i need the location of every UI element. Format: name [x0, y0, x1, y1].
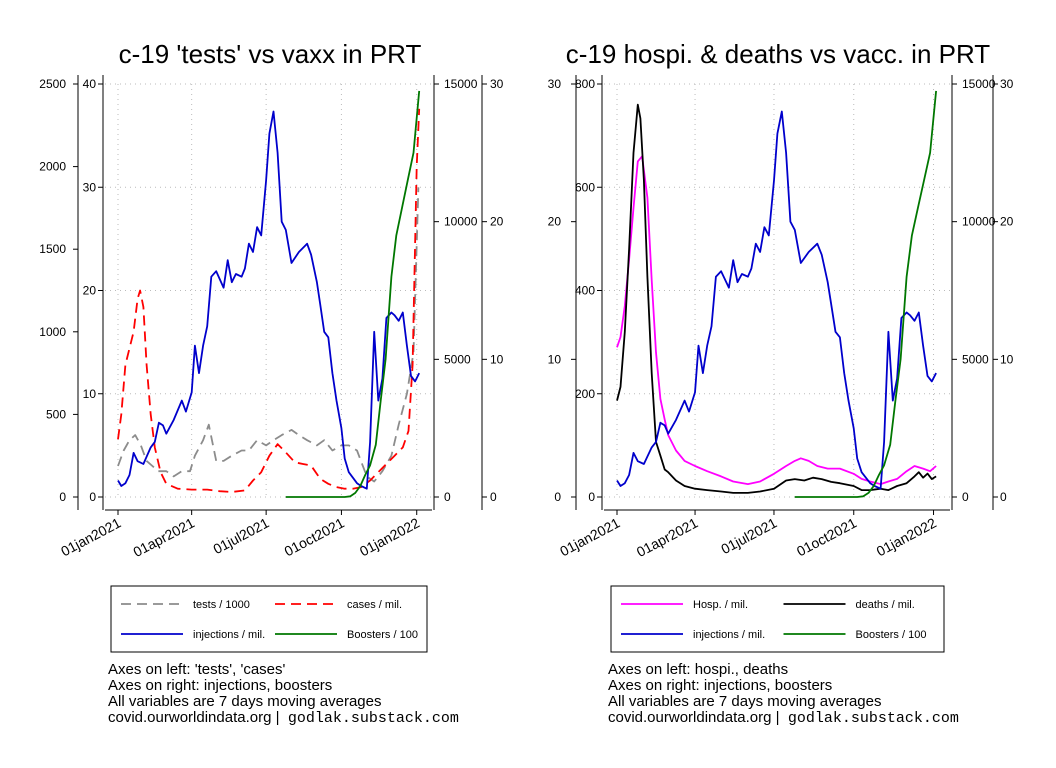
y-tick-label: 15000 [962, 77, 996, 91]
chart-right: c-19 hospi. & deaths vs vacc. in PRT 0 10 2… [548, 39, 1014, 653]
y-tick-label: 30 [548, 77, 562, 91]
y-tick-label: 10 [548, 352, 562, 366]
y-tick-label: 30 [1000, 77, 1014, 91]
y-tick-label: 5000 [444, 352, 471, 366]
y-tick-label: 10000 [962, 215, 996, 229]
note-left-axes: Axes on left: hospi., deaths [608, 661, 789, 678]
legend-label: injections / mil. [693, 629, 765, 641]
series-line-injections-mil [616, 110, 937, 490]
y-tick-label: 1000 [39, 325, 66, 339]
y-tick-label: 10000 [444, 215, 478, 229]
series-line-injections-mil [117, 110, 421, 490]
y-tick-label: 0 [1000, 490, 1007, 504]
y-tick-label: 10 [83, 387, 97, 401]
y-tick-label: 30 [490, 77, 504, 91]
y-tick-label: 2000 [39, 160, 66, 174]
notes-left: Axes on left: 'tests', 'cases' Axes on r… [108, 662, 459, 727]
y-tick-label: 10 [1000, 352, 1014, 366]
series-line-boosters [285, 90, 421, 498]
note-right-axes: Axes on right: injections, boosters [108, 677, 333, 694]
y-tick-label: 0 [59, 490, 66, 504]
y-tick-label: 15000 [444, 77, 478, 91]
y-tick-label: 0 [490, 490, 497, 504]
y-tick-label: 2500 [39, 77, 66, 91]
legend-label: Hosp. / mil. [693, 599, 748, 611]
y-tick-label: 30 [83, 180, 97, 194]
x-tick-label: 01jan2021 [557, 514, 622, 559]
x-tick-label: 01apr2021 [634, 514, 701, 560]
y-tick-label: 500 [46, 407, 66, 421]
y-tick-label: 20 [490, 215, 504, 229]
note-left-axes: Axes on left: 'tests', 'cases' [108, 661, 286, 678]
series-line-hosp-mil [616, 155, 937, 486]
y-tick-label: 600 [575, 180, 595, 194]
y-tick-label: 800 [575, 77, 595, 91]
series-line-boosters [794, 90, 937, 498]
series-line-tests [117, 187, 420, 483]
x-tick-label: 01oct2021 [282, 514, 347, 559]
y-tick-label: 0 [962, 490, 969, 504]
chart-left: c-19 'tests' vs vaxx in PRT0500100015002… [39, 39, 504, 653]
x-tick-label: 01jul2021 [210, 514, 271, 557]
series-line-deaths-mil [616, 103, 937, 494]
source-text: covid.ourworldindata.org | [608, 709, 780, 726]
x-tick-label: 01jan2021 [58, 514, 123, 559]
y-tick-label: 10 [490, 352, 504, 366]
site-text: godlak.substack.com [287, 710, 459, 727]
source-text: covid.ourworldindata.org | [108, 709, 280, 726]
site-text: godlak.substack.com [787, 710, 959, 727]
chart-title: c-19 hospi. & deaths vs vacc. in PRT [566, 39, 990, 69]
legend-box [110, 585, 428, 653]
x-tick-label: 01oct2021 [794, 514, 859, 559]
y-tick-label: 1500 [39, 242, 66, 256]
note-averages: All variables are 7 days moving averages [108, 693, 382, 710]
note-right-axes: Axes on right: injections, boosters [608, 677, 833, 694]
legend-label: injections / mil. [193, 629, 265, 641]
series-line-cases-mil [117, 108, 421, 493]
legend-label: cases / mil. [347, 599, 402, 611]
legend-label: deaths / mil. [856, 599, 915, 611]
x-tick-label: 01apr2021 [130, 514, 197, 560]
y-tick-label: 0 [444, 490, 451, 504]
chart-title: c-19 'tests' vs vaxx in PRT [119, 39, 422, 69]
x-tick-label: 01jul2021 [718, 514, 779, 557]
legend-label: Boosters / 100 [347, 629, 418, 641]
x-tick-label: 01jan2022 [357, 514, 422, 559]
y-tick-label: 20 [83, 284, 97, 298]
y-tick-label: 40 [83, 77, 97, 91]
y-tick-label: 5000 [962, 352, 989, 366]
legend-box [610, 585, 945, 653]
y-tick-label: 0 [554, 490, 561, 504]
y-tick-label: 0 [89, 490, 96, 504]
note-averages: All variables are 7 days moving averages [608, 693, 882, 710]
x-tick-label: 01jan2022 [874, 514, 939, 559]
y-tick-label: 400 [575, 284, 595, 298]
notes-right: Axes on left: hospi., deaths Axes on rig… [608, 662, 959, 727]
y-tick-label: 20 [548, 215, 562, 229]
legend-label: Boosters / 100 [856, 629, 927, 641]
legend-label: tests / 1000 [193, 599, 250, 611]
y-tick-label: 20 [1000, 215, 1014, 229]
y-tick-label: 0 [588, 490, 595, 504]
y-tick-label: 200 [575, 387, 595, 401]
